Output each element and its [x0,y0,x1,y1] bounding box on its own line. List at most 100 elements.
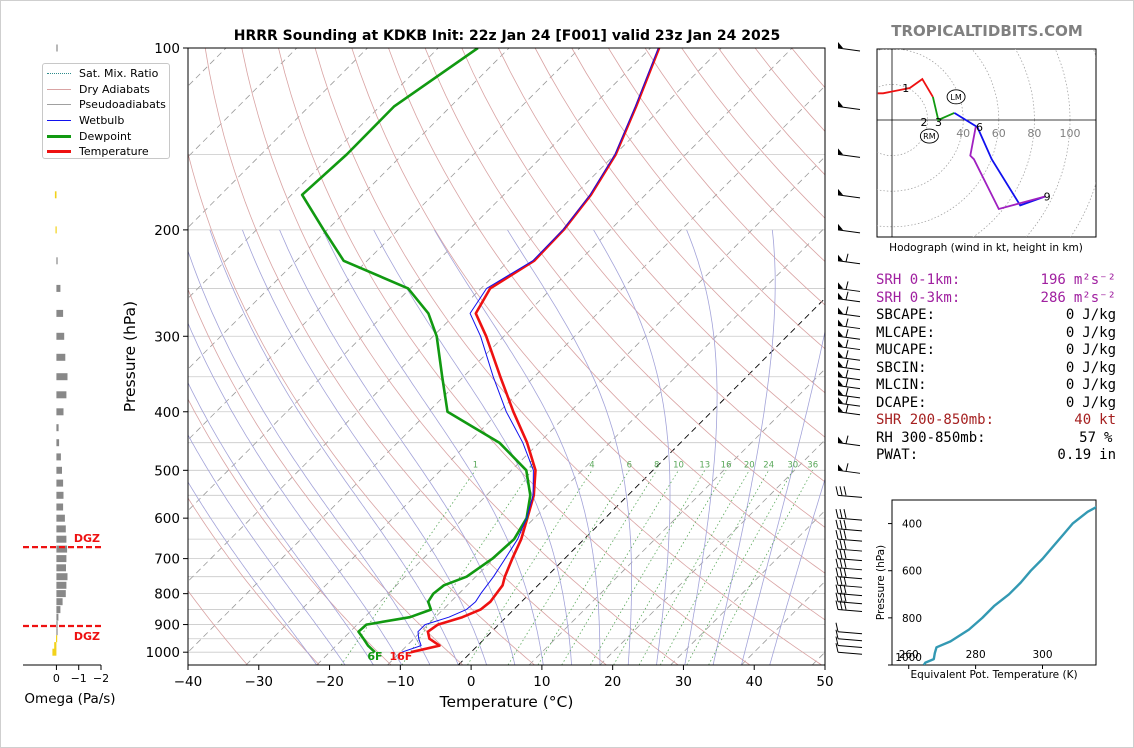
hodograph-trace-3-6km [932,96,955,122]
isotherm-line [670,510,825,665]
hodograph-height-label: 9 [1044,191,1051,204]
wind-barb-tick [835,486,839,496]
stat-row: MLCIN: 0 J/kg [876,377,1116,395]
dgz-label: DGZ [74,532,100,545]
wind-barb-flag [838,254,843,261]
brand-watermark: TROPICALTIDBITS.COM [891,22,1083,40]
wind-barb-staff [837,601,863,605]
mixing-ratio-line [537,470,658,665]
stat-value: 0 [1065,324,1075,341]
omega-bar [56,257,58,265]
theta-e-y-tick-label: 800 [902,613,922,625]
omega-bar [56,491,64,499]
wind-barb-tick [845,387,849,396]
wind-barb-tick [835,643,839,653]
pseudoadiabat-line [188,381,374,665]
wind-barb-staff [837,394,861,399]
omega-bar [56,635,58,643]
y-tick-label: 700 [154,552,180,568]
stat-unit: m²s⁻² [1073,272,1116,288]
theta-e-y-label: Pressure (hPa) [875,545,887,620]
omega-bar [56,309,64,317]
x-tick-label: 20 [604,674,621,690]
omega-x-tick-label: −1 [71,672,87,685]
wind-barb-staff [837,593,863,597]
x-axis-label: Temperature (°C) [439,693,574,711]
stat-row: SBCIN: 0 J/kg [876,360,1116,378]
omega-bar [56,590,66,598]
pseudoadiabat-line [712,229,776,665]
wind-barb-flag [838,360,843,367]
wind-barb-staff [837,312,861,317]
wind-barb-flag [838,370,843,377]
wind-barb-staff [837,567,863,571]
wind-barb-staff [837,260,861,265]
wind-barb-flag [838,42,843,48]
wetbulb-profile-line [401,48,659,653]
omega-bar [56,598,63,606]
wind-barb-tick [835,636,839,646]
wind-barb-staff [837,411,861,416]
x-tick-label: 30 [675,674,692,690]
mixing-ratio-line [708,470,814,665]
y-tick-label: 800 [154,587,180,603]
mixing-ratio-label: 8 [654,460,659,470]
wind-barb-tick [835,584,839,594]
wind-barb-tick [835,509,839,519]
wind-barb-staff [837,651,863,655]
wind-barb-staff [837,442,861,447]
wind-barb-tick [843,567,847,577]
right-mover-marker [919,128,939,144]
mixing-ratio-line [340,470,476,665]
wind-barb-flag [838,464,843,471]
stat-label: SRH 0-3km: [876,289,961,306]
mixing-ratio-line [561,470,679,665]
omega-bar [56,525,66,533]
wind-barb-tick [843,549,847,559]
omega-bar [56,408,64,416]
omega-bar [56,466,62,474]
omega-x-label: Omega (Pa/s) [24,691,115,707]
legend-swatch [47,104,71,106]
right-mover-label: RM [923,132,936,141]
omega-bar [54,642,57,650]
dry-adiabat-line [241,48,679,665]
pseudoadiabat-line [507,229,632,665]
mixing-ratio-line [467,470,593,665]
stat-label: SBCIN: [876,359,927,376]
left-mover-label: LM [950,93,961,102]
wind-barb-staff [837,106,861,111]
wind-barb-flag [838,148,843,155]
y-tick-label: 600 [154,511,180,527]
pseudoadiabat-line [209,229,459,665]
omega-bar [56,353,66,361]
surface-dewpoint-label: 6F [367,650,382,663]
mixing-ratio-label: 10 [673,460,684,470]
wind-barb-tick [845,369,849,378]
pseudoadiabat-line [279,229,516,665]
isotherm-line [599,439,825,665]
wind-barb-tick [835,576,839,586]
wind-barb-flag [838,388,843,395]
dry-adiabat-line [571,48,825,350]
pseudoadiabat-line [188,481,318,665]
pseudoadiabat-line [188,434,346,665]
y-tick-label: 100 [154,41,180,57]
x-tick-label: 10 [533,674,550,690]
stat-row: MUCAPE: 0 J/kg [876,342,1116,360]
wind-barb-staff [837,385,861,390]
y-tick-label: 900 [154,618,180,634]
pseudoadiabat-line [188,249,431,665]
pseudoadiabat-line [242,229,487,665]
omega-x-tick-label: −2 [93,672,109,685]
wind-barb-flag [838,340,843,347]
wind-barb-staff [837,287,861,292]
omega-bar [56,44,58,52]
stat-label: DCAPE: [876,394,927,411]
legend-label: Wetbulb [79,114,125,128]
wind-barb-tick [843,558,847,568]
wind-barb-staff [837,153,861,158]
dry-adiabat-line [498,48,825,438]
x-tick-label: 0 [467,674,476,690]
wind-barb-flag [838,319,843,326]
